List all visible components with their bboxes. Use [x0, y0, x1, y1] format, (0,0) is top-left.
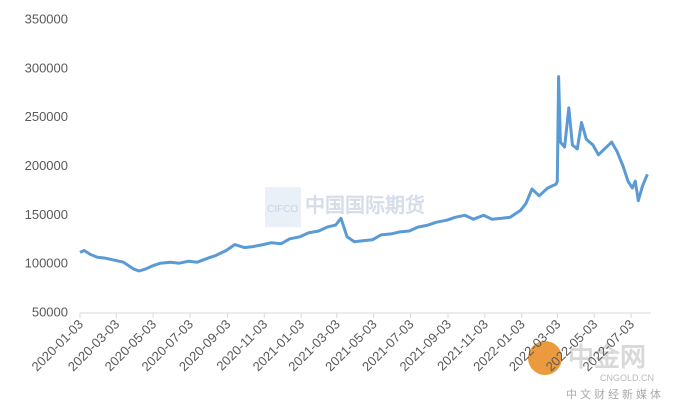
watermark-box: [265, 187, 301, 227]
y-tick-label: 100000: [25, 256, 68, 271]
y-tick-label: 200000: [25, 158, 68, 173]
y-tick-label: 150000: [25, 207, 68, 222]
y-tick-label: 50000: [32, 304, 68, 319]
y-tick-label: 250000: [25, 109, 68, 124]
watermark: 中金网: [568, 342, 646, 372]
watermark: CIFCO: [267, 204, 298, 215]
logo-icon: [528, 341, 562, 375]
watermark: CNGOLD.CN: [600, 373, 654, 383]
watermark: 中国国际期货: [305, 193, 425, 217]
line: [79, 75, 649, 273]
watermark: 中文财经新媒体: [566, 387, 664, 401]
y-tick-label: 300000: [25, 60, 68, 75]
y-tick-label: 350000: [25, 11, 68, 26]
